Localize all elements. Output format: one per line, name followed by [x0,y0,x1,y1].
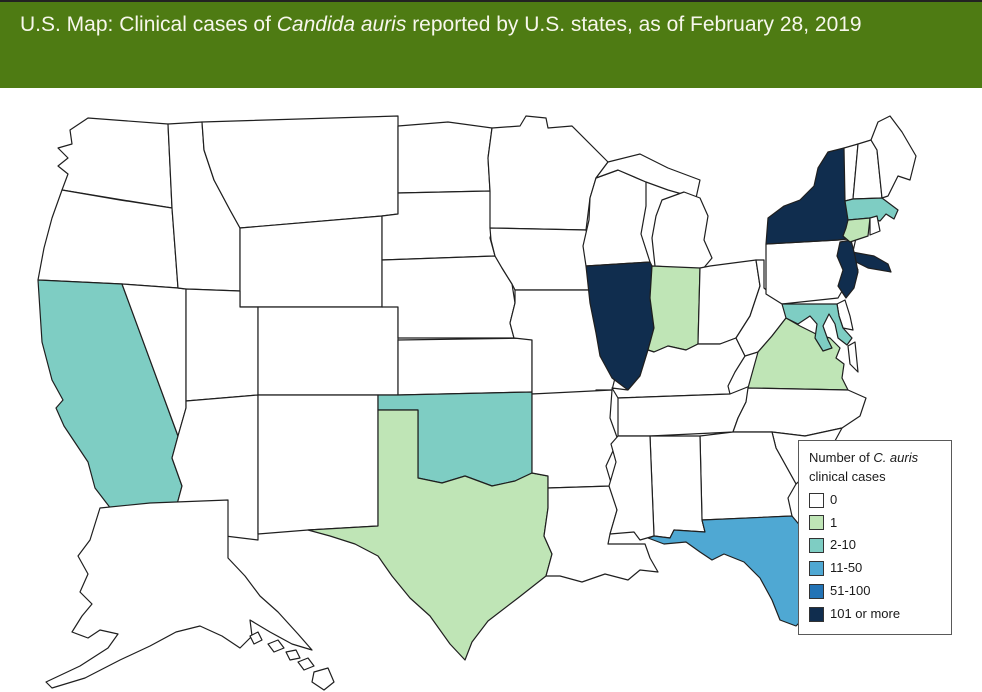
state-south-dakota[interactable] [381,190,497,261]
state-hawaii-kauai[interactable] [249,631,263,645]
state-north-carolina[interactable] [732,387,867,437]
state-florida[interactable] [647,515,821,627]
state-kentucky[interactable] [611,337,746,399]
state-hawaii-molokai[interactable] [285,649,301,661]
state-virginia-eastern-shore[interactable] [847,341,859,373]
legend-label: 0 [830,491,838,507]
legend-swatch [809,492,824,508]
state-connecticut[interactable] [842,217,871,243]
legend-label: 1 [830,514,838,530]
legend-swatch [809,561,824,577]
legend-item: 2-10 [809,536,943,555]
legend-item: 0 [809,491,943,510]
state-hawaii-maui[interactable] [297,657,315,671]
state-texas[interactable] [307,409,553,661]
state-maine[interactable] [870,115,917,199]
state-new-york[interactable] [765,147,857,245]
legend-label: 11-50 [830,560,863,576]
legend-label: 2-10 [830,537,857,553]
state-indiana[interactable] [647,265,701,353]
legend-label: 101 or more [830,605,901,621]
map-container: Number of C. auris clinical cases 0 1 2-10 1… [0,88,982,692]
state-colorado[interactable] [257,304,399,396]
state-alabama[interactable] [649,435,706,539]
page-title: U.S. Map: Clinical cases of Candida auri… [20,13,862,36]
state-nebraska[interactable] [381,255,516,339]
legend-item: 11-50 [809,559,943,578]
map-legend: Number of C. auris clinical cases 0 1 2-10 1… [798,440,952,635]
state-new-jersey[interactable] [836,239,859,299]
legend-item: 51-100 [809,582,943,601]
legend-title-italic: C. auris [873,450,919,465]
page-title-italic: Candida auris [276,13,407,36]
state-mississippi[interactable] [608,435,655,541]
state-washington[interactable] [57,117,173,209]
state-alaska[interactable] [45,499,313,689]
state-michigan[interactable] [651,191,713,271]
legend-title-line2: clinical cases [809,468,886,484]
state-michigan-upper-peninsula[interactable] [595,153,701,199]
state-wyoming[interactable] [239,215,383,308]
legend-swatch [809,515,824,531]
state-rhode-island[interactable] [869,215,881,236]
state-new-mexico[interactable] [257,394,379,535]
state-maryland[interactable] [781,303,853,352]
us-choropleth-map [37,115,917,691]
state-kansas[interactable] [397,337,533,396]
state-montana[interactable] [201,115,399,229]
legend-item: 101 or more [809,605,943,624]
legend-label: 51-100 [830,583,871,599]
legend-items: 0 1 2-10 11-50 51-100 101 or more [809,491,943,624]
legend-swatch [809,606,824,622]
legend-swatch [809,583,824,599]
state-hawaii-oahu[interactable] [267,639,285,653]
legend-item: 1 [809,514,943,533]
title-bar: U.S. Map: Clinical cases of Candida auri… [0,0,982,88]
state-north-dakota[interactable] [397,121,493,194]
state-arkansas[interactable] [531,389,619,489]
legend-title: Number of C. auris clinical cases [809,450,919,484]
state-hawaii-big-island[interactable] [311,667,335,691]
legend-swatch [809,538,824,554]
